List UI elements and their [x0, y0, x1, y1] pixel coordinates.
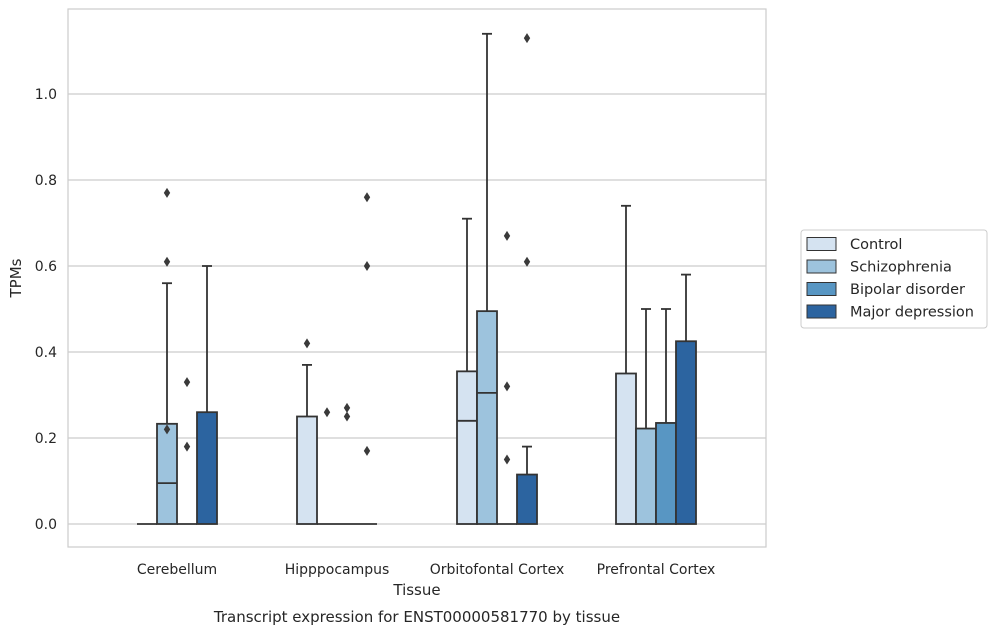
legend-items: Control Schizophrenia Bipolar disorder Majo… — [806, 237, 974, 321]
legend-item: Major depression — [806, 304, 974, 321]
box-control — [456, 217, 478, 525]
y-tick-label: 1.0 — [35, 87, 57, 103]
legend-swatch — [806, 259, 837, 274]
legend-frame — [800, 229, 988, 329]
box-major-depression — [675, 273, 697, 525]
y-tick-label: 0.0 — [35, 517, 57, 533]
legend-label: Major depression — [850, 305, 974, 321]
box-body — [156, 422, 178, 525]
box-bipolar-disorder — [337, 402, 357, 525]
outlier-point — [163, 256, 171, 267]
box-schizophrenia — [317, 407, 337, 525]
x-tick-label: Cerebellum — [137, 562, 217, 578]
box-body — [655, 422, 677, 525]
x-tick-labels: Cerebellum Hipppocampus Orbitofontal Corte… — [137, 562, 715, 578]
legend-swatch — [806, 237, 837, 251]
box-body — [456, 370, 478, 525]
box-body — [675, 340, 697, 525]
chart-caption: Transcript expression for ENST0000058177… — [213, 608, 620, 626]
box-control — [296, 338, 318, 525]
plot-area-frame — [67, 8, 767, 548]
legend-item: Schizophrenia — [806, 259, 952, 276]
y-tick-label: 0.8 — [35, 173, 57, 189]
outlier-point — [363, 261, 371, 271]
outlier-point — [503, 230, 511, 241]
y-tick-label: 0.4 — [35, 345, 57, 361]
outlier-point — [303, 338, 311, 349]
box-body — [635, 427, 657, 525]
y-tick-label: 0.2 — [35, 431, 57, 447]
outlier-point — [343, 402, 351, 413]
box-body — [476, 310, 498, 525]
x-tick-label: Prefrontal Cortex — [597, 562, 716, 578]
outlier-point — [183, 377, 191, 388]
y-axis-title: TPMs — [7, 258, 25, 298]
box-bipolar-disorder — [497, 230, 517, 525]
x-tick-label: Hipppocampus — [285, 562, 390, 578]
outlier-point — [363, 445, 371, 456]
legend-label: Schizophrenia — [850, 260, 952, 276]
outlier-point — [323, 407, 331, 418]
legend-label: Bipolar disorder — [850, 282, 965, 298]
box-major-depression — [357, 192, 377, 525]
y-tick-label: 0.6 — [35, 259, 57, 275]
legend-item: Bipolar disorder — [806, 282, 965, 298]
outlier-point — [163, 187, 171, 198]
outlier-point — [523, 256, 531, 267]
box-schizophrenia — [156, 187, 178, 525]
box-schizophrenia — [635, 308, 657, 525]
x-tick-label: Orbitofontal Cortex — [430, 562, 565, 578]
box-schizophrenia — [476, 32, 498, 525]
box-body — [615, 372, 637, 525]
legend-item: Control — [806, 237, 902, 253]
y-tick-labels: 0.0 0.2 0.4 0.6 0.8 1.0 — [35, 87, 57, 533]
box-control — [615, 204, 637, 525]
outlier-point — [523, 33, 531, 44]
legend-swatch — [806, 304, 837, 319]
box-body — [516, 473, 538, 525]
outlier-point — [183, 441, 191, 452]
outlier-point — [343, 411, 351, 422]
outlier-point — [363, 192, 371, 203]
outlier-point — [503, 381, 511, 392]
legend-label: Control — [850, 237, 902, 253]
box-major-depression — [516, 33, 538, 525]
x-axis-title: Tissue — [392, 581, 440, 599]
boxes-layer — [137, 32, 697, 525]
box-body — [196, 411, 218, 525]
box-body — [296, 415, 318, 525]
box-bipolar-disorder — [177, 377, 197, 525]
legend-swatch — [806, 282, 837, 296]
legend: Control Schizophrenia Bipolar disorder Majo… — [800, 229, 988, 329]
box-major-depression — [196, 265, 218, 525]
box-bipolar-disorder — [655, 308, 677, 525]
outlier-point — [503, 454, 511, 465]
outlier-point — [163, 424, 171, 435]
